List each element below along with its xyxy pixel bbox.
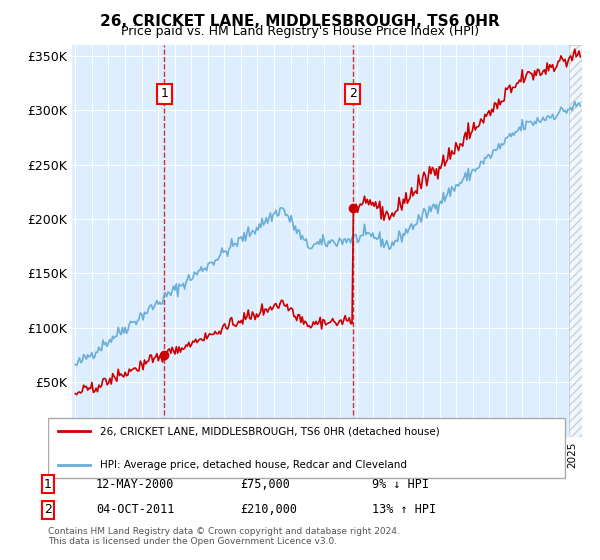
Text: Price paid vs. HM Land Registry's House Price Index (HPI): Price paid vs. HM Land Registry's House … [121, 25, 479, 38]
Text: HPI: Average price, detached house, Redcar and Cleveland: HPI: Average price, detached house, Redc… [100, 460, 407, 470]
Text: 04-OCT-2011: 04-OCT-2011 [96, 503, 175, 516]
Text: 2: 2 [44, 503, 52, 516]
Text: 12-MAY-2000: 12-MAY-2000 [96, 478, 175, 491]
Text: 26, CRICKET LANE, MIDDLESBROUGH, TS6 0HR (detached house): 26, CRICKET LANE, MIDDLESBROUGH, TS6 0HR… [100, 426, 440, 436]
Text: 1: 1 [160, 87, 168, 100]
Text: 1: 1 [44, 478, 52, 491]
FancyBboxPatch shape [48, 418, 565, 478]
Text: 13% ↑ HPI: 13% ↑ HPI [372, 503, 436, 516]
Text: 2: 2 [349, 87, 356, 100]
Text: Contains HM Land Registry data © Crown copyright and database right 2024.
This d: Contains HM Land Registry data © Crown c… [48, 526, 400, 546]
Text: 9% ↓ HPI: 9% ↓ HPI [372, 478, 429, 491]
Text: £75,000: £75,000 [240, 478, 290, 491]
Text: 26, CRICKET LANE, MIDDLESBROUGH, TS6 0HR: 26, CRICKET LANE, MIDDLESBROUGH, TS6 0HR [100, 14, 500, 29]
Text: £210,000: £210,000 [240, 503, 297, 516]
